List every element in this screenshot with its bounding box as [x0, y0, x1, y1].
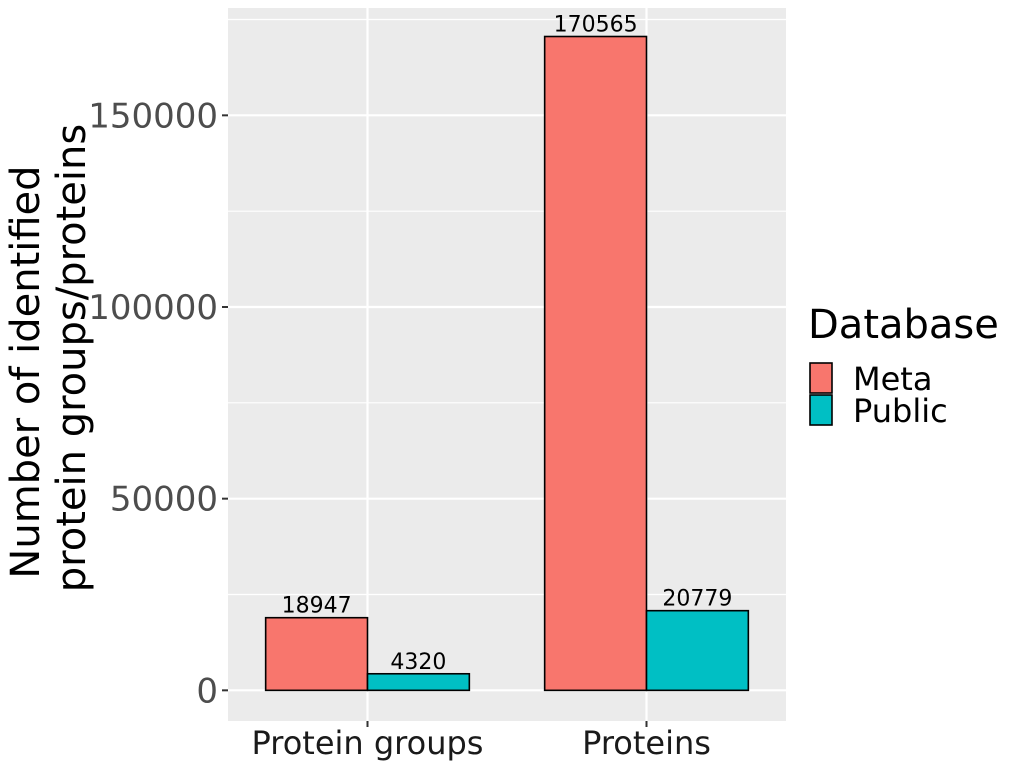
data-label: 4320 [390, 650, 446, 675]
legend-label-meta: Meta [853, 360, 932, 398]
bar-public-protein-groups [366, 672, 471, 692]
data-label: 18947 [282, 594, 352, 619]
minor-gridlines [228, 18, 786, 596]
legend-key-public [809, 394, 833, 426]
bar-public-proteins [645, 609, 750, 692]
data-labels-group: 18947 4320 170565 20779 [282, 13, 733, 675]
plot-panel [228, 8, 786, 721]
data-label: 20779 [662, 587, 732, 612]
y-axis-title-group: Number of identified protein groups/prot… [3, 124, 95, 592]
bar-meta-proteins [543, 35, 648, 692]
bar-meta-protein-groups [264, 616, 369, 692]
y-tick-label: 100000 [88, 288, 218, 328]
legend-key-meta [809, 362, 833, 394]
y-axis-title-line-1-text: Number of identified [3, 165, 49, 578]
data-label: 170565 [554, 13, 638, 38]
legend-label-public: Public [853, 392, 948, 430]
y-tick-label: 50000 [110, 480, 218, 520]
x-tick-label: Protein groups [252, 724, 484, 762]
y-axis-title-line-2-text: protein groups/proteins [49, 124, 95, 592]
x-axis: Protein groups Proteins [252, 721, 711, 762]
legend-title: Database [808, 302, 999, 348]
x-tick-label: Proteins [582, 724, 711, 762]
y-tick-label: 0 [196, 671, 218, 711]
y-axis: 0 50000 100000 150000 [88, 96, 228, 711]
y-tick-label: 150000 [88, 96, 218, 136]
bars-group [264, 35, 750, 692]
